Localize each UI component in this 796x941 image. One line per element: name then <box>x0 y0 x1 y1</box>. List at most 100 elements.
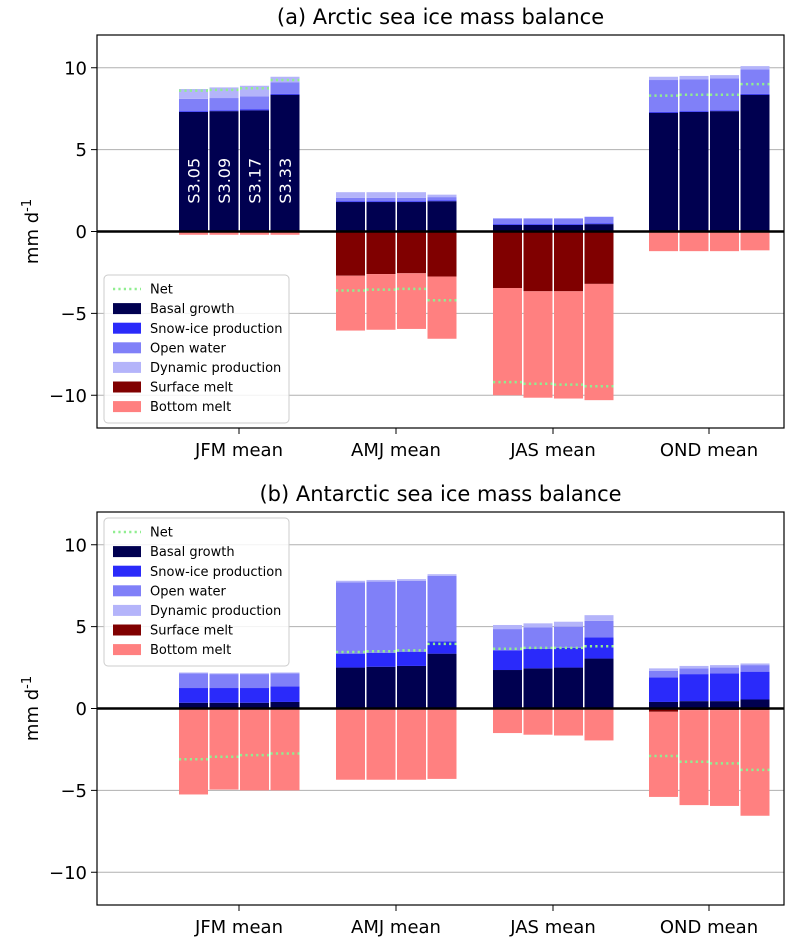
bar-basal-growth <box>584 658 614 709</box>
experiment-label: S3.05 <box>185 158 204 204</box>
bar-dynamic <box>710 665 739 668</box>
bar-basal-growth <box>270 701 300 709</box>
bar-bottom-melt <box>366 274 396 330</box>
bar-snow-ice <box>584 223 614 225</box>
bar-dynamic <box>554 621 583 627</box>
legend-label: Snow-ice production <box>150 565 282 580</box>
bar-basal-growth <box>679 701 709 709</box>
bar-basal-growth <box>209 111 239 232</box>
bar-bottom-melt <box>336 708 365 780</box>
bar-open-water <box>209 674 239 689</box>
legend-frame <box>103 517 290 667</box>
bar-dynamic <box>679 75 709 80</box>
bar-bottom-melt <box>427 276 457 339</box>
bar-bottom-melt <box>740 231 770 251</box>
y-axis-label-exponent: -1 <box>20 676 35 689</box>
bar-open-water <box>584 620 614 638</box>
bar-open-water <box>740 665 770 672</box>
bar-snow-ice <box>366 652 396 667</box>
bar-dynamic <box>649 76 678 81</box>
bar-open-water <box>179 673 208 689</box>
legend-label: Surface melt <box>150 624 233 639</box>
bar-basal-growth <box>493 670 522 709</box>
bar-basal-growth <box>179 702 208 709</box>
y-tick-label: −10 <box>49 386 87 407</box>
bar-basal-growth <box>710 111 739 232</box>
bar-dynamic <box>270 672 300 674</box>
bar-basal-growth <box>240 702 269 709</box>
bar-basal-growth <box>523 224 553 232</box>
bar-surface-melt <box>649 708 678 712</box>
bar-dynamic <box>740 66 770 70</box>
bar-surface-melt <box>493 231 522 288</box>
bar-snow-ice <box>209 110 239 112</box>
bar-surface-melt <box>397 231 426 274</box>
legend-swatch-bottom-melt <box>113 401 141 413</box>
bar-basal-growth <box>584 224 614 232</box>
bar-snow-ice <box>649 111 678 113</box>
bar-open-water <box>679 668 709 675</box>
bar-bottom-melt <box>179 708 208 795</box>
category-label: AMJ mean <box>351 917 441 938</box>
bar-bottom-melt <box>240 231 269 235</box>
bar-snow-ice <box>179 688 208 703</box>
bar-open-water <box>493 218 522 225</box>
bar-open-water <box>493 629 522 651</box>
bar-open-water <box>710 78 739 111</box>
bar-open-water <box>270 673 300 687</box>
chart-title: (a) Arctic sea ice mass balance <box>277 5 604 29</box>
bar-basal-growth <box>740 699 770 709</box>
category-label: JAS mean <box>509 917 596 938</box>
bar-open-water <box>427 197 457 201</box>
bar-dynamic <box>240 673 269 675</box>
legend-label: Dynamic production <box>150 604 281 619</box>
bar-basal-growth <box>554 667 583 709</box>
bar-dynamic <box>179 672 208 674</box>
bar-dynamic <box>710 75 739 79</box>
bar-snow-ice <box>679 674 709 702</box>
bar-bottom-melt <box>397 273 426 329</box>
bar-bottom-melt <box>427 708 457 779</box>
bar-snow-ice <box>493 650 522 671</box>
category-label: AMJ mean <box>351 440 441 461</box>
bar-open-water <box>427 575 457 642</box>
bar-surface-melt <box>584 231 614 284</box>
bar-bottom-melt <box>493 708 522 734</box>
bar-basal-growth <box>366 666 396 709</box>
bar-snow-ice <box>710 673 739 702</box>
legend-swatch-open-water <box>113 585 141 597</box>
legend-label: Dynamic production <box>150 361 281 376</box>
bar-open-water <box>710 667 739 674</box>
bar-bottom-melt <box>679 710 709 806</box>
bar-bottom-melt <box>710 710 739 806</box>
bar-dynamic <box>740 663 770 666</box>
y-tick-label: 10 <box>64 535 87 556</box>
bar-dynamic <box>427 574 457 576</box>
bar-basal-growth <box>493 224 522 232</box>
bar-open-water <box>679 79 709 112</box>
experiment-label: S3.09 <box>215 158 234 204</box>
bar-surface-melt <box>427 231 457 277</box>
category-label: JAS mean <box>509 440 596 461</box>
bar-basal-growth <box>649 112 678 232</box>
bar-snow-ice <box>240 688 269 703</box>
bar-basal-growth <box>270 94 300 232</box>
bar-open-water <box>554 626 583 648</box>
y-axis-label: mm d-1 <box>20 199 43 264</box>
bar-snow-ice <box>397 652 426 666</box>
bar-dynamic <box>397 192 426 198</box>
bar-basal-growth <box>397 202 426 232</box>
category-label: JFM mean <box>194 440 283 461</box>
bar-snow-ice <box>336 201 365 203</box>
bar-bottom-melt <box>270 231 300 235</box>
bar-dynamic <box>397 579 426 581</box>
category-label: OND mean <box>660 917 758 938</box>
bar-open-water <box>209 98 239 111</box>
legend-swatch-dynamic <box>113 604 141 616</box>
bar-dynamic <box>649 668 678 671</box>
bar-basal-growth <box>397 665 426 709</box>
bar-surface-melt <box>523 231 553 292</box>
bar-basal-growth <box>179 111 208 232</box>
bar-snow-ice <box>740 93 770 95</box>
